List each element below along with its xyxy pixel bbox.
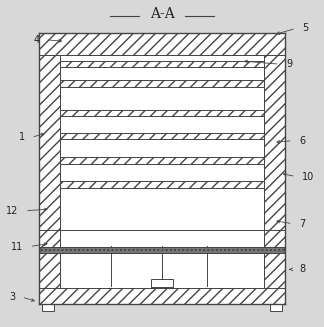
- Bar: [60, 61, 264, 67]
- Bar: [60, 55, 264, 230]
- Text: 6: 6: [299, 136, 305, 146]
- Bar: [60, 132, 264, 139]
- Text: A-A: A-A: [150, 7, 174, 21]
- Bar: [40, 248, 284, 253]
- Bar: [60, 230, 264, 288]
- Bar: [60, 181, 264, 188]
- Text: 3: 3: [9, 292, 15, 302]
- Text: 10: 10: [302, 172, 315, 181]
- Bar: [264, 55, 284, 230]
- Bar: [40, 230, 60, 288]
- Text: 1: 1: [19, 132, 25, 143]
- Bar: [40, 288, 284, 303]
- Text: 8: 8: [299, 264, 305, 274]
- Text: 12: 12: [6, 206, 18, 216]
- Bar: [42, 303, 54, 311]
- Bar: [151, 279, 173, 287]
- Bar: [60, 110, 264, 116]
- Text: 9: 9: [286, 59, 292, 69]
- Bar: [60, 157, 264, 164]
- Bar: [60, 80, 264, 87]
- Bar: [40, 33, 284, 55]
- Text: 7: 7: [299, 219, 305, 229]
- Bar: [40, 230, 284, 288]
- Bar: [264, 230, 284, 288]
- Bar: [270, 303, 282, 311]
- Text: 4: 4: [33, 35, 40, 45]
- Bar: [40, 33, 284, 303]
- Text: 5: 5: [302, 23, 308, 33]
- Text: 11: 11: [11, 242, 23, 251]
- Bar: [40, 55, 60, 230]
